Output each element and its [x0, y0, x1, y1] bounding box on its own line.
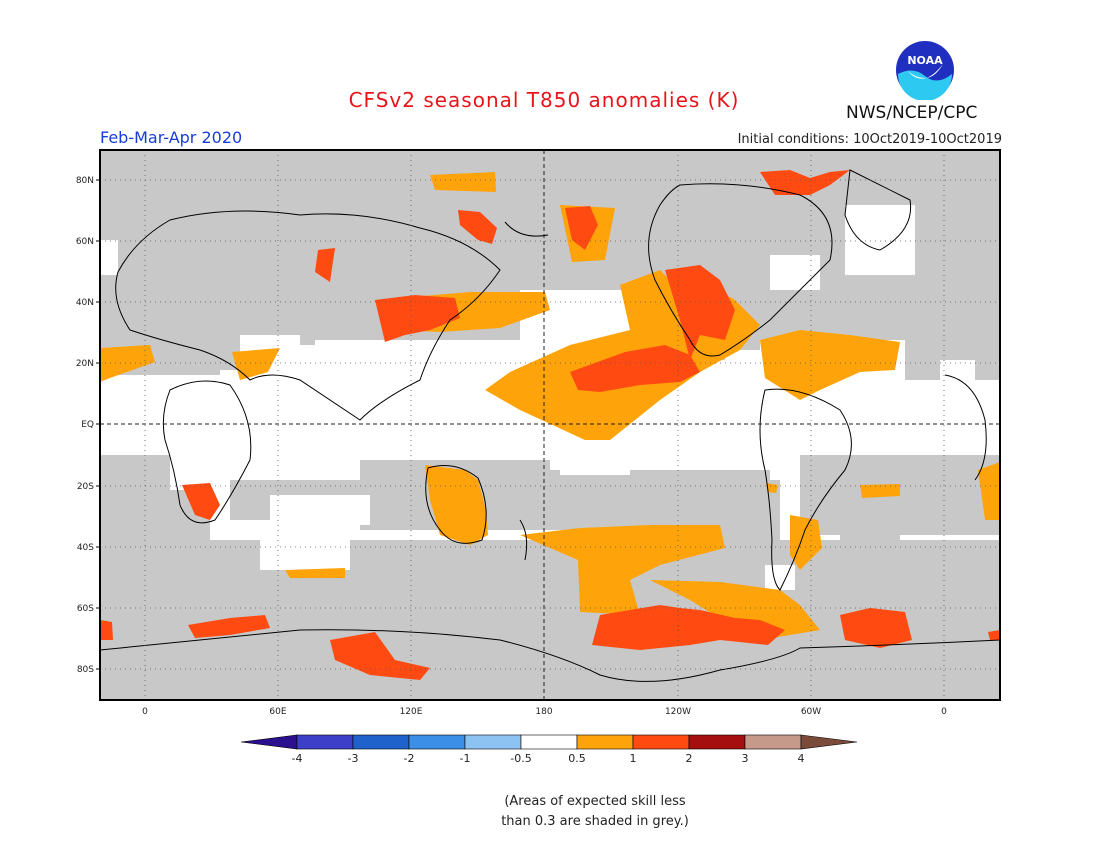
logo-text: NOAA	[907, 54, 943, 67]
initial-conditions: Initial conditions: 10Oct2019-10Oct2019	[737, 132, 1002, 147]
skill-note: (Areas of expected skill less than 0.3 a…	[430, 792, 760, 832]
lat-label-20s: 20S	[77, 482, 94, 492]
colorbar-segment	[408, 734, 466, 750]
cb-label-neg2: -2	[404, 752, 415, 765]
lon-label-60w: 60W	[801, 707, 821, 717]
lat-label-eq: EQ	[81, 420, 94, 430]
lon-label-120e: 120E	[400, 707, 423, 717]
noaa-logo: NOAA	[896, 41, 954, 100]
skill-note-line1: (Areas of expected skill less	[504, 794, 686, 809]
longitude-labels: 0 60E 120E 180 120W 60W 0	[142, 707, 947, 717]
lon-label-180: 180	[535, 707, 552, 717]
season-label: Feb-Mar-Apr 2020	[100, 128, 243, 147]
map-title: CFSv2 seasonal T850 anomalies (K)	[348, 88, 740, 112]
cb-label-neg4: -4	[292, 752, 303, 765]
colorbar-segment	[744, 734, 802, 750]
lon-label-0-east: 0	[941, 707, 947, 717]
lat-label-20n: 20N	[76, 359, 94, 369]
lat-ticks	[96, 179, 100, 670]
lat-label-40s: 40S	[77, 543, 94, 553]
colorbar-labels: -4 -3 -2 -1 -0.5 0.5 1 2 3 4	[292, 752, 805, 765]
coastlines	[100, 169, 1000, 682]
map-frame	[99, 149, 1001, 701]
cb-label-05: 0.5	[568, 752, 586, 765]
cb-label-neg05: -0.5	[510, 752, 531, 765]
cb-label-neg3: -3	[348, 752, 359, 765]
cb-label-4: 4	[798, 752, 805, 765]
agency-label: NWS/NCEP/CPC	[846, 103, 978, 123]
colorbar	[240, 734, 858, 750]
lon-label-120w: 120W	[665, 707, 691, 717]
cb-label-neg1: -1	[460, 752, 471, 765]
anomaly-1-2-areas	[100, 170, 1000, 680]
latitude-labels: 80N 60N 40N 20N EQ 20S 40S 60S 80S	[76, 176, 94, 675]
colorbar-segment	[464, 734, 522, 750]
lat-label-60s: 60S	[77, 604, 94, 614]
cb-label-1: 1	[630, 752, 637, 765]
cb-label-2: 2	[686, 752, 693, 765]
graticule	[100, 150, 1000, 700]
colorbar-segment	[520, 734, 578, 750]
cb-label-3: 3	[742, 752, 749, 765]
lat-label-80n: 80N	[76, 176, 94, 186]
colorbar-segment	[296, 734, 354, 750]
colorbar-arrow-right	[800, 734, 858, 750]
lat-label-40n: 40N	[76, 298, 94, 308]
lon-label-60e: 60E	[269, 707, 286, 717]
colorbar-segment	[352, 734, 410, 750]
equator-dateline	[100, 150, 1000, 700]
colorbar-segment	[576, 734, 634, 750]
skill-note-line2: than 0.3 are shaded in grey.)	[501, 814, 689, 829]
lon-label-0: 0	[142, 707, 148, 717]
colorbar-segment	[632, 734, 690, 750]
colorbar-arrow-left	[240, 734, 298, 750]
colorbar-segment	[688, 734, 746, 750]
lat-label-80s: 80S	[77, 665, 94, 675]
lat-label-60n: 60N	[76, 237, 94, 247]
